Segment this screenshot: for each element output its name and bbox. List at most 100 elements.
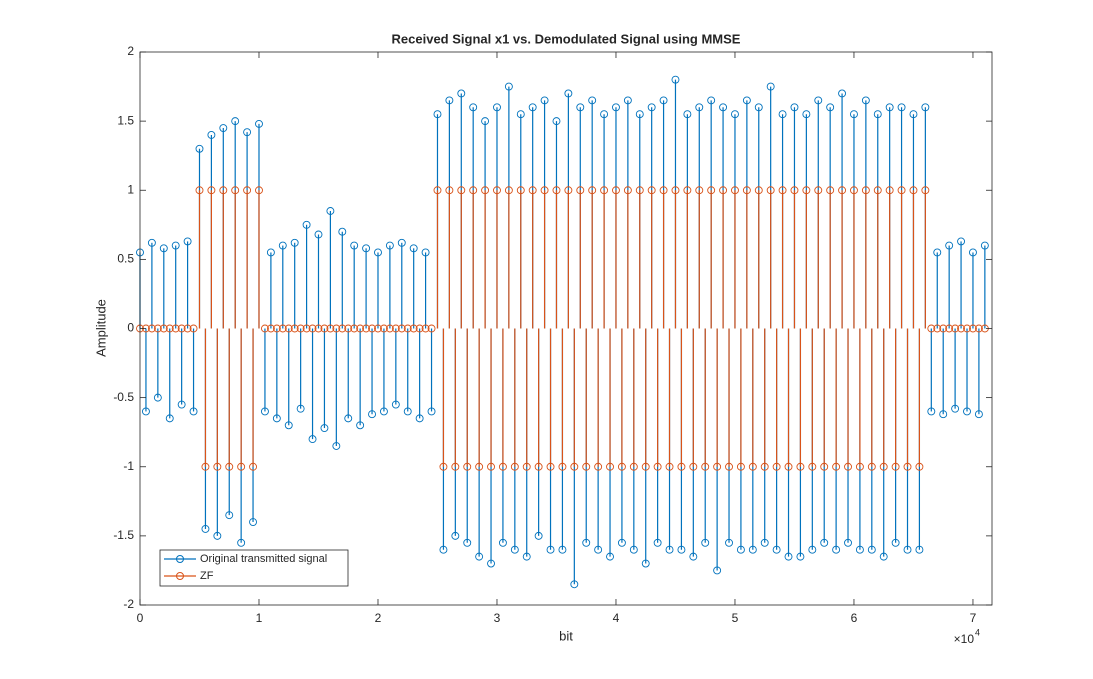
stem-marker <box>588 96 597 105</box>
stem-marker <box>391 400 400 409</box>
stem-marker <box>861 186 870 195</box>
stem-marker <box>879 462 888 471</box>
stem-marker <box>409 324 418 333</box>
x-tick-label: 1 <box>256 611 263 625</box>
stem-marker <box>731 110 739 119</box>
stem-marker <box>183 237 192 246</box>
stem-marker <box>927 407 936 416</box>
stem-marker <box>867 545 876 554</box>
stem-marker <box>945 241 954 250</box>
stem-marker <box>617 538 626 547</box>
stem-marker <box>528 103 537 112</box>
stem-marker <box>338 227 347 236</box>
stem-marker <box>891 538 900 547</box>
x-multiplier-exp: 4 <box>975 627 980 637</box>
stem-marker <box>243 128 252 137</box>
stem-marker <box>522 552 531 561</box>
stem-marker <box>147 238 156 247</box>
legend-marker <box>176 572 184 580</box>
stem-marker <box>939 410 948 419</box>
stem-marker <box>963 324 971 333</box>
stem-marker <box>725 538 733 547</box>
stem-marker <box>969 324 977 333</box>
stem-marker <box>879 552 888 561</box>
y-tick-label: 0.5 <box>117 252 134 266</box>
stem-marker <box>463 462 472 471</box>
stem-marker <box>225 511 234 520</box>
stem-marker <box>284 421 293 430</box>
stem-marker <box>195 186 204 195</box>
stem-marker <box>540 96 549 105</box>
stem-marker <box>433 186 442 195</box>
stem-marker <box>814 186 823 195</box>
stem-marker <box>528 186 537 195</box>
stem-marker <box>623 96 632 105</box>
stem-marker <box>195 144 204 153</box>
stem-marker <box>659 96 668 105</box>
stem-marker <box>612 186 620 195</box>
legend-box <box>159 549 349 587</box>
stem-marker <box>820 462 829 471</box>
stem-marker <box>736 545 745 554</box>
stem-marker <box>891 462 900 471</box>
stem-marker <box>612 103 620 112</box>
stem-marker <box>594 545 603 554</box>
stem-marker <box>558 462 567 471</box>
stem-marker <box>921 186 930 195</box>
stem-marker <box>552 117 561 126</box>
stem-marker <box>219 186 228 195</box>
stem-marker <box>802 110 811 119</box>
stem-marker <box>570 580 579 589</box>
stem-marker <box>171 241 180 250</box>
stem-marker <box>498 538 507 547</box>
stem-marker <box>481 186 490 195</box>
stem-marker <box>641 462 650 471</box>
stem-marker <box>772 462 781 471</box>
stem-marker <box>796 462 805 471</box>
stem-marker <box>266 324 275 333</box>
x-tick-label: 6 <box>851 611 858 625</box>
stem-marker <box>356 324 365 333</box>
stem-marker <box>260 324 269 333</box>
stem-marker <box>469 186 478 195</box>
stem-marker <box>701 538 710 547</box>
y-tick-label: -0.5 <box>113 390 134 404</box>
stem-marker <box>320 324 329 333</box>
stem-marker <box>433 110 442 119</box>
stem-marker <box>165 324 174 333</box>
stem-marker <box>933 324 942 333</box>
stem-marker <box>915 545 924 554</box>
stem-marker <box>766 186 775 195</box>
stem-marker <box>909 110 918 119</box>
stem-marker <box>725 462 733 471</box>
stem-marker <box>683 186 692 195</box>
stem-marker <box>183 324 192 333</box>
stem-marker <box>516 110 525 119</box>
stem-marker <box>189 407 198 416</box>
stem-marker <box>379 407 388 416</box>
stem-marker <box>546 462 555 471</box>
stem-marker <box>153 324 162 333</box>
stem-marker <box>653 538 662 547</box>
stem-marker <box>635 186 644 195</box>
x-axis-label: bit <box>559 628 573 643</box>
stem-marker <box>659 186 668 195</box>
stem-marker <box>915 462 924 471</box>
stem-marker <box>141 407 150 416</box>
stem-marker <box>189 324 198 333</box>
stem-marker <box>415 414 424 423</box>
stem-marker <box>736 462 745 471</box>
y-tick-label: -1 <box>123 459 134 473</box>
stem-marker <box>974 410 983 419</box>
stem-marker <box>564 89 573 98</box>
stem-marker <box>445 186 454 195</box>
stem-marker <box>338 324 347 333</box>
legend-label: ZF <box>200 570 214 582</box>
stem-marker <box>308 435 317 444</box>
stem-marker <box>374 324 382 333</box>
stem-marker <box>689 552 698 561</box>
stem-marker <box>808 545 817 554</box>
stem-marker <box>510 462 519 471</box>
legend: Original transmitted signal ZF <box>159 549 349 587</box>
stem-marker <box>290 324 299 333</box>
